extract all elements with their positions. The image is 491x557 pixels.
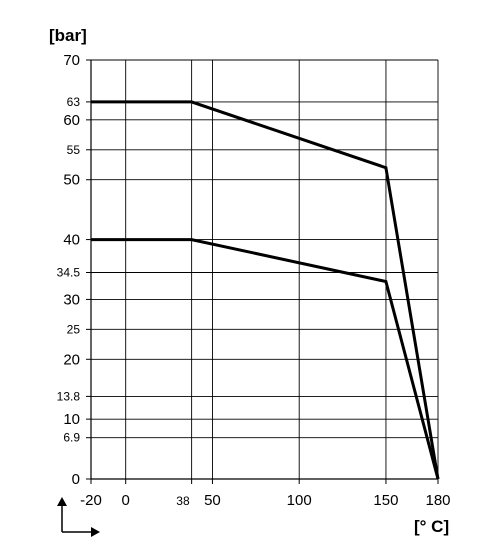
y-tick-label: 55 <box>67 143 81 157</box>
y-tick-label: 63 <box>67 95 81 109</box>
x-tick-label: 100 <box>287 492 312 509</box>
series-line-1 <box>91 100 440 480</box>
y-tick-label: 40 <box>63 232 80 249</box>
x-tick-label: 150 <box>373 492 398 509</box>
y-tick-label: 70 <box>63 52 80 69</box>
y-tick-label: 30 <box>63 291 80 308</box>
y-tick-label: 0 <box>72 471 80 488</box>
x-tick-label: 0 <box>122 492 130 509</box>
x-tick-label: 38 <box>176 494 190 508</box>
series-line-2 <box>91 238 440 480</box>
y-tick-label: 60 <box>63 112 80 129</box>
y-tick-label: 34.5 <box>57 265 81 279</box>
x-tick-label: 50 <box>204 492 221 509</box>
series-lines <box>91 100 440 480</box>
y-tick-label: 6.9 <box>63 431 80 445</box>
axis-arrows-icon <box>57 497 100 537</box>
y-tick-label: 10 <box>63 411 80 428</box>
x-tick-label: 180 <box>425 492 450 509</box>
x-axis-unit-label: [° C] <box>414 517 450 536</box>
x-tick-label: -20 <box>80 492 102 509</box>
y-tick-label: 13.8 <box>57 389 81 403</box>
y-tick-label: 20 <box>63 351 80 368</box>
y-tick-label: 50 <box>63 172 80 189</box>
y-tick-label: 25 <box>67 322 81 336</box>
grid <box>86 59 439 484</box>
y-axis-unit-label: [bar] <box>49 26 87 45</box>
